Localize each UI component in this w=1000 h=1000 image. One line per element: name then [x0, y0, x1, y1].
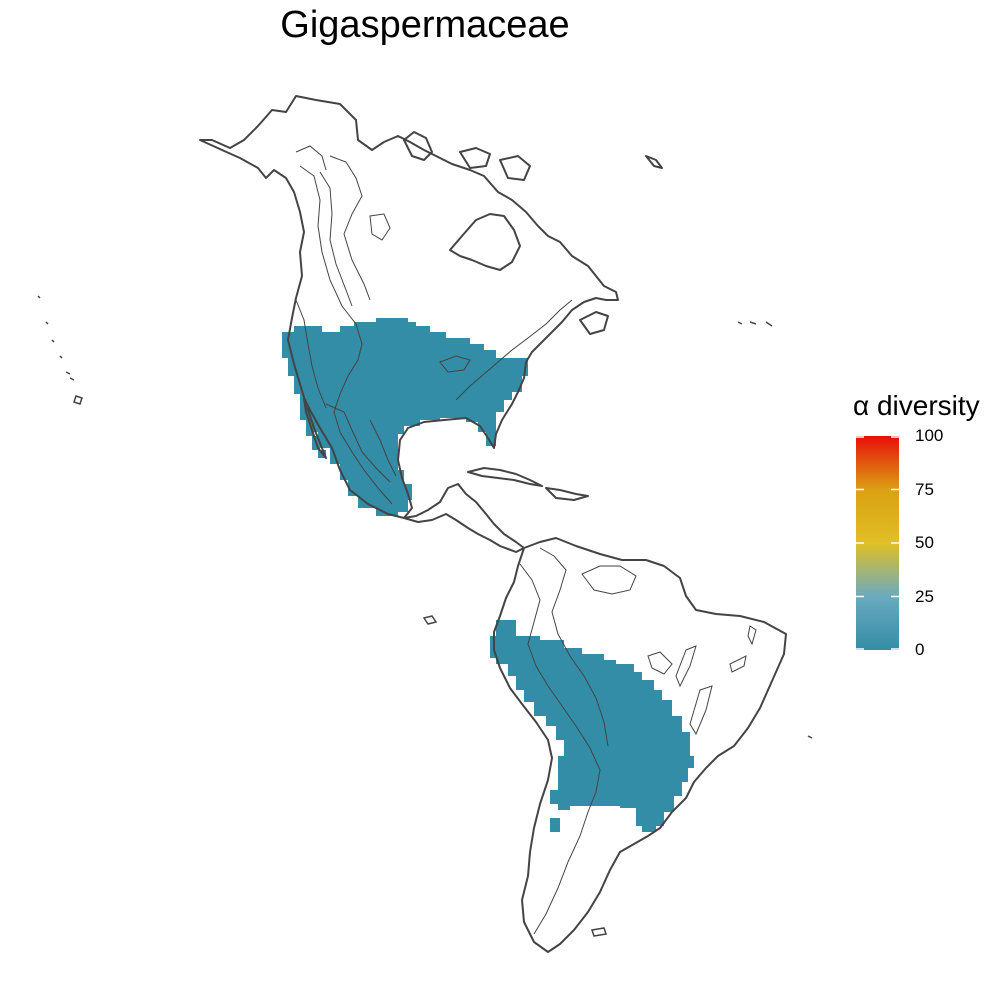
contour-great-lakes	[369, 213, 471, 373]
coastline-hispaniola	[545, 487, 589, 501]
occupied-cells	[282, 318, 694, 832]
legend-tick-label: 25	[915, 586, 934, 606]
legend-color-bar	[856, 436, 899, 650]
contour-mexico-sierra	[325, 403, 397, 483]
legend-tick-label: 100	[915, 426, 944, 445]
contour-andes	[519, 563, 601, 935]
contour-brazil-highlands	[647, 625, 757, 736]
coastlines	[199, 95, 787, 953]
occupied-region-north-america	[282, 318, 528, 516]
island-fernando	[807, 735, 813, 739]
biome-contours	[295, 145, 757, 935]
coastline-south-america	[493, 537, 787, 953]
legend: α diversity 100 75 50 25 0	[853, 388, 1000, 659]
islands	[37, 295, 813, 937]
coastline-central-america	[403, 483, 525, 553]
legend-title: α diversity	[853, 390, 980, 421]
coastline-arctic-islands	[403, 131, 663, 181]
contour-andes-east	[539, 547, 609, 747]
coastline-north-america	[199, 95, 619, 519]
island-falklands	[591, 927, 607, 937]
contour-rockies	[299, 165, 393, 505]
coastline-cuba	[467, 467, 543, 487]
contour-appalachians	[455, 299, 573, 401]
island-bermuda-atlantic	[737, 321, 773, 327]
island-hawaii	[37, 295, 83, 405]
occupied-region-south-isolated	[550, 818, 560, 832]
contour-guiana-shield	[581, 565, 637, 595]
contour-coast-range	[295, 171, 353, 409]
legend-tick-label: 75	[915, 479, 934, 499]
coastline-hudson-bay	[449, 213, 521, 271]
coastline-newfoundland	[579, 311, 609, 335]
legend-tick-label: 50	[915, 533, 934, 552]
contour-alaska-ranges	[295, 145, 371, 301]
map-title: Gigaspermaceae	[280, 4, 570, 46]
legend-tick-label: 0	[915, 640, 925, 659]
island-galapagos	[422, 615, 438, 625]
occupied-region-south-america	[490, 620, 694, 832]
